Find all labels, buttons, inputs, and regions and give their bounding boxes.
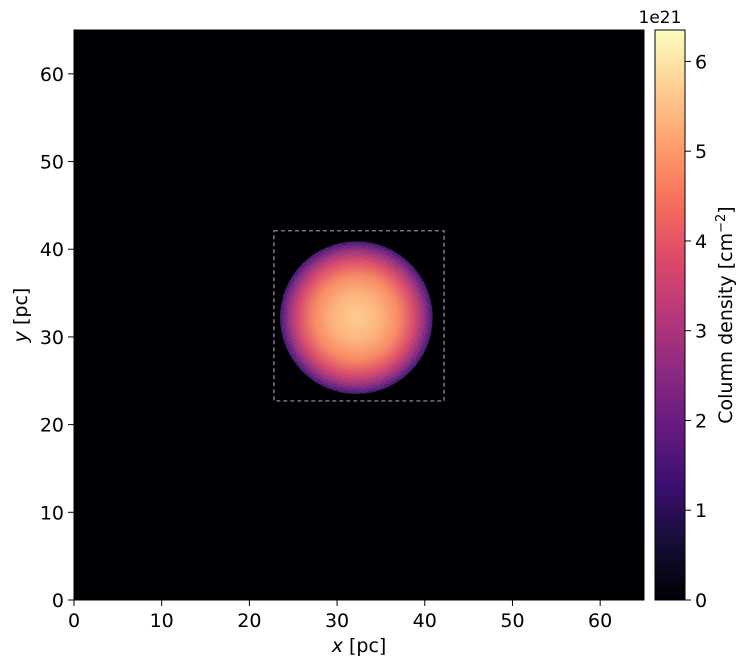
x-axis-unit: [pc] xyxy=(343,635,386,657)
colorbar-tick-label: 2 xyxy=(695,410,707,432)
colorbar-label-text: Column density [cm xyxy=(715,233,737,424)
x-axis-label: x [pc] xyxy=(331,635,387,657)
x-axis-var: x xyxy=(331,635,344,657)
x-tick-label: 60 xyxy=(588,610,612,632)
y-axis-var: y xyxy=(10,330,32,343)
colorbar-tick-label: 0 xyxy=(695,590,707,612)
x-tick-label: 50 xyxy=(500,610,524,632)
colorbar-tick-label: 1 xyxy=(695,500,707,522)
y-tick-label: 30 xyxy=(40,327,64,349)
colorbar-tick-label: 6 xyxy=(695,51,707,73)
inset-region-box xyxy=(273,230,445,402)
y-tick-label: 50 xyxy=(40,152,64,174)
y-axis-unit: [pc] xyxy=(10,288,32,331)
y-tick-label: 40 xyxy=(40,239,64,261)
colorbar-ticks: 0 1 2 3 4 5 6 xyxy=(685,51,707,612)
colorbar-label-close: ] xyxy=(715,206,737,213)
colorbar-tick-label: 5 xyxy=(695,141,707,163)
y-tick-label: 0 xyxy=(52,590,64,612)
colorbar-label-exponent: −2 xyxy=(714,214,729,233)
x-axis-ticks: 0 10 20 30 40 50 60 xyxy=(68,600,612,632)
heatmap-axes: 0 10 20 30 40 50 60 0 10 20 30 40 50 60 x [pc] y [pc… xyxy=(10,29,645,657)
x-tick-label: 10 xyxy=(150,610,174,632)
colorbar-gradient xyxy=(654,29,686,601)
x-tick-label: 30 xyxy=(325,610,349,632)
y-axis-ticks: 0 10 20 30 40 50 60 xyxy=(40,64,74,612)
x-tick-label: 20 xyxy=(237,610,261,632)
colorbar-tick-label: 4 xyxy=(695,231,707,253)
y-tick-label: 10 xyxy=(40,502,64,524)
cloud-disk xyxy=(280,241,433,394)
y-tick-label: 20 xyxy=(40,415,64,437)
y-tick-label: 60 xyxy=(40,64,64,86)
heatmap-frame xyxy=(73,29,645,601)
y-axis-label: y [pc] xyxy=(10,288,32,344)
x-tick-label: 0 xyxy=(68,610,80,632)
colorbar-tick-label: 3 xyxy=(695,321,707,343)
colorbar-offset-text: 1e21 xyxy=(639,8,682,28)
x-tick-label: 40 xyxy=(413,610,437,632)
colorbar: 0 1 2 3 4 5 6 1e21 Column density [cm−2] xyxy=(639,8,737,612)
colorbar-label: Column density [cm−2] xyxy=(714,206,737,423)
